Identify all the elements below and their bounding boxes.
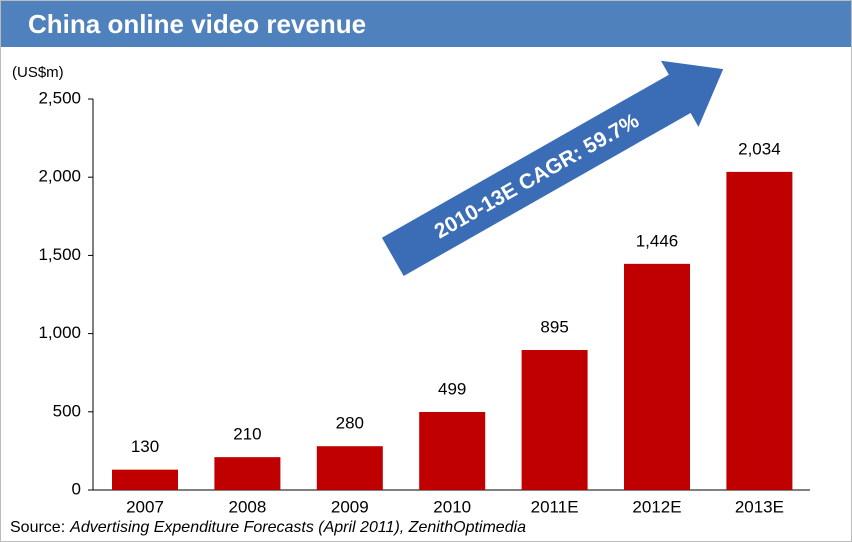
bar [624, 263, 690, 490]
x-tick-label: 2013E [735, 497, 784, 516]
bar [726, 171, 793, 491]
source-label: Source: Advertising Expenditure Forecasts… [10, 519, 526, 536]
y-tick-label: 1,000 [38, 323, 81, 342]
value-label: 210 [233, 425, 261, 444]
value-label: 895 [540, 318, 568, 337]
y-tick-label: 0 [72, 479, 81, 498]
x-tick-label: 2012E [632, 497, 681, 516]
value-label: 130 [131, 437, 159, 456]
bar [214, 457, 281, 490]
x-tick-label: 2010 [433, 497, 471, 516]
value-label: 1,446 [636, 231, 679, 250]
chart-title: China online video revenue [28, 9, 366, 39]
x-tick-label: 2008 [228, 497, 266, 516]
source-text: Advertising Expenditure Forecasts (April… [69, 519, 526, 536]
y-tick-label: 2,500 [38, 88, 81, 107]
x-tick-label: 2007 [126, 497, 164, 516]
arrow-shape [381, 60, 724, 276]
value-label: 280 [336, 414, 364, 433]
y-tick-label: 500 [53, 401, 81, 420]
y-tick-label: 1,500 [38, 245, 81, 264]
y-axis-label: (US$m) [12, 64, 64, 81]
value-label: 2,034 [738, 139, 781, 158]
y-tick-label: 2,000 [38, 167, 81, 186]
x-tick-label: 2011E [531, 497, 579, 516]
bar [316, 446, 383, 490]
bar [112, 469, 178, 490]
title-banner [1, 1, 851, 47]
source-prefix: Source: [10, 519, 65, 536]
x-tick-label: 2009 [331, 497, 369, 516]
bar [521, 350, 588, 490]
bar [419, 411, 486, 490]
value-label: 499 [438, 379, 466, 398]
